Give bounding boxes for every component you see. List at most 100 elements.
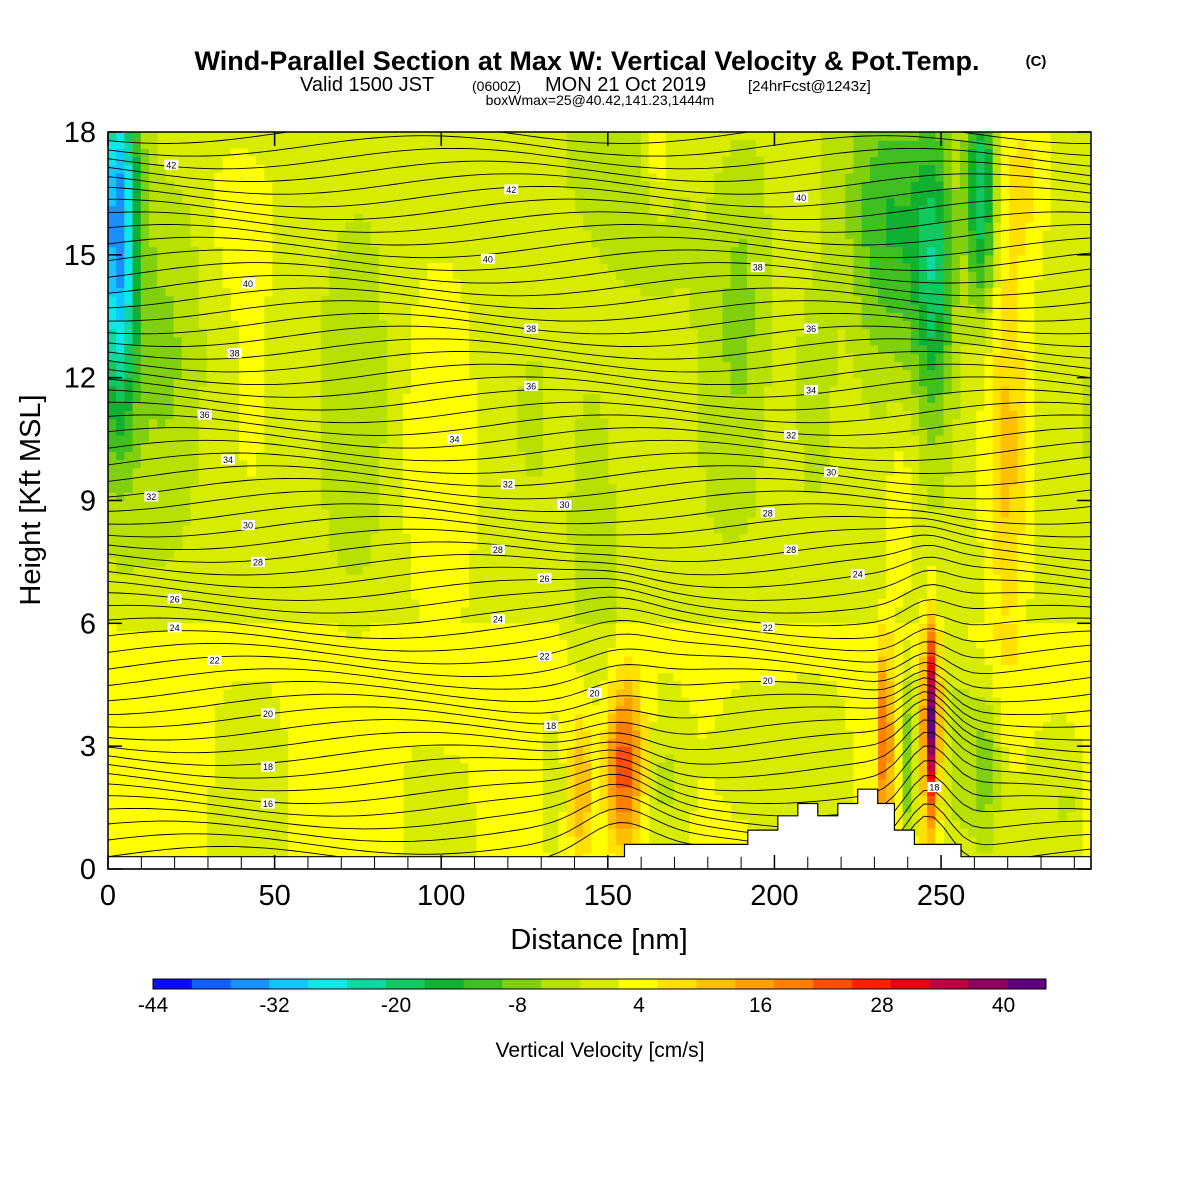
terrain-mask xyxy=(107,788,1092,870)
y-tick-label: 15 xyxy=(64,240,96,272)
contour-label-box xyxy=(167,593,182,604)
contour-label: 18 xyxy=(546,721,556,731)
contour-label-box xyxy=(784,544,799,555)
contour-label: 38 xyxy=(753,263,763,273)
colorbar-swatch xyxy=(385,979,426,989)
x-tick-label: 100 xyxy=(417,880,465,912)
contour-label-box xyxy=(537,651,552,662)
colorbar-tick-label: -8 xyxy=(508,994,527,1017)
contour-label-box xyxy=(927,782,942,793)
contour-label: 26 xyxy=(170,594,180,604)
contour-label: 32 xyxy=(146,492,156,502)
contour-label: 22 xyxy=(210,656,220,666)
contour-label-box xyxy=(220,454,235,465)
contour-label: 20 xyxy=(763,676,773,686)
y-tick-label: 3 xyxy=(80,731,96,763)
contour-label: 24 xyxy=(493,615,503,625)
contour-label-box xyxy=(240,520,255,531)
contour-label: 26 xyxy=(540,574,550,584)
colorbar-swatch xyxy=(1007,979,1047,989)
contour-label-box xyxy=(500,479,515,490)
contour-label-box xyxy=(760,622,775,633)
contour-label-box xyxy=(260,761,275,772)
contour-label-box xyxy=(587,687,602,698)
contour-label-box xyxy=(784,429,799,440)
colorbar-swatch xyxy=(153,979,193,989)
terrain-profile xyxy=(107,788,1092,870)
colorbar-swatch xyxy=(968,979,1008,989)
colorbar-swatch xyxy=(424,979,465,989)
x-axis-label: Distance [nm] xyxy=(510,924,687,956)
contour-label: 40 xyxy=(796,193,806,203)
colorbar-label: Vertical Velocity [cm/s] xyxy=(496,1039,705,1062)
colorbar xyxy=(152,978,1047,990)
contour-label-box xyxy=(760,675,775,686)
contour-label-box xyxy=(144,491,159,502)
colorbar-tick-label: 28 xyxy=(870,994,893,1017)
contour-label: 40 xyxy=(483,254,493,264)
y-tick-label: 9 xyxy=(80,486,96,518)
contour-label-box xyxy=(480,253,495,264)
contour-label: 22 xyxy=(763,623,773,633)
chart-title: Wind-Parallel Section at Max W: Vertical… xyxy=(195,46,980,76)
contour-label: 38 xyxy=(526,324,536,334)
contour-label-box xyxy=(167,622,182,633)
contour-label: 36 xyxy=(806,324,816,334)
y-tick-label: 12 xyxy=(64,363,96,395)
chart-title-mark: (C) xyxy=(1026,53,1047,70)
contour-label: 18 xyxy=(929,783,939,793)
colorbar-swatch xyxy=(618,979,659,989)
contour-label-box xyxy=(490,614,505,625)
contour-label-box xyxy=(227,348,242,359)
contour-label: 32 xyxy=(503,480,513,490)
contour-label-box xyxy=(207,655,222,666)
colorbar-frame xyxy=(152,978,1047,990)
colorbar-swatch xyxy=(502,979,542,989)
y-tick-label: 6 xyxy=(80,608,96,640)
x-tick-label: 50 xyxy=(258,880,290,912)
theta-contour-labels: 42 42 40 40 40 38 38 38 36 36 36 34 34 34 32 32 32 30 30 28… xyxy=(144,159,942,809)
contour-label: 42 xyxy=(166,160,176,170)
contour-label: 38 xyxy=(230,349,240,359)
contour-label-box xyxy=(804,323,819,334)
contour-label-box xyxy=(260,708,275,719)
contour-label: 18 xyxy=(263,762,273,772)
colorbar-tick-label: -20 xyxy=(381,994,411,1017)
contour-label: 30 xyxy=(826,467,836,477)
contour-label: 34 xyxy=(806,385,816,395)
colorbar-swatch xyxy=(813,979,853,989)
contour-label-box xyxy=(447,434,462,445)
x-tick-label: 150 xyxy=(584,880,632,912)
contour-label: 30 xyxy=(560,500,570,510)
colorbar-tick-label: 4 xyxy=(633,994,645,1017)
box-info: boxWmax=25@40.42,141.23,1444m xyxy=(486,92,715,108)
x-tick-label: 250 xyxy=(917,880,965,912)
contour-label: 34 xyxy=(223,455,233,465)
contour-label-box xyxy=(760,507,775,518)
subtitle-date: MON 21 Oct 2019 xyxy=(545,74,706,96)
contour-label-box xyxy=(504,184,519,195)
contour-label-box xyxy=(240,278,255,289)
colorbar-swatch xyxy=(230,979,270,989)
colorbar-swatch xyxy=(657,979,697,989)
colorbar-swatch xyxy=(580,979,620,989)
contour-label-box xyxy=(537,573,552,584)
contour-label: 36 xyxy=(526,381,536,391)
colorbar-tick-label: -32 xyxy=(259,994,289,1017)
contour-label-box xyxy=(524,323,539,334)
contour-label: 42 xyxy=(506,185,516,195)
contour-label-box xyxy=(260,798,275,809)
contour-label: 40 xyxy=(243,279,253,289)
contour-label: 28 xyxy=(493,545,503,555)
contour-label: 20 xyxy=(589,688,599,698)
contour-label: 20 xyxy=(263,709,273,719)
contour-label: 28 xyxy=(786,545,796,555)
x-tick-label: 0 xyxy=(100,880,116,912)
contour-label: 24 xyxy=(853,570,863,580)
contour-label-box xyxy=(557,499,572,510)
colorbar-tick-label: 40 xyxy=(992,994,1015,1017)
contour-label-box xyxy=(850,569,865,580)
colorbar-swatch xyxy=(191,979,232,989)
